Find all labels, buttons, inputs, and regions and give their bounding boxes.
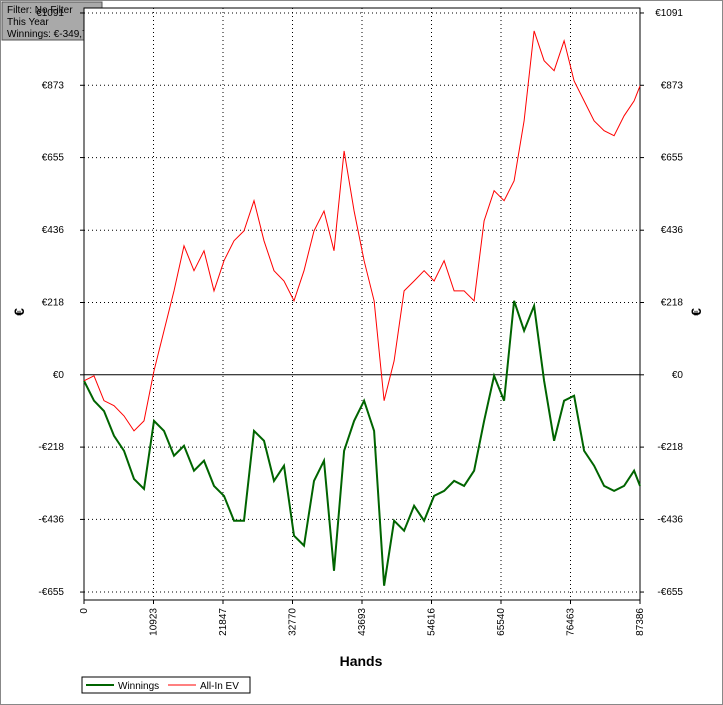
y2-tick-label: €873 (661, 80, 684, 91)
y-tick-label: €218 (42, 298, 65, 309)
legend-label: All-In EV (200, 681, 239, 692)
legend (81, 676, 251, 694)
y2-tick-label: €655 (661, 153, 684, 164)
y2-tick-label: €1091 (655, 8, 683, 19)
info-line: This Year (7, 17, 49, 28)
y-tick-label: -€655 (38, 587, 64, 598)
series-line (83, 30, 641, 432)
y2-axis-label: € (688, 308, 704, 316)
legend-label: Winnings (118, 681, 159, 692)
y-tick-label: €655 (42, 153, 65, 164)
x-tick-label: 10923 (148, 608, 159, 636)
y2-tick-label: -€218 (657, 442, 683, 453)
x-tick-label: 87386 (635, 608, 646, 636)
x-tick-label: 76463 (566, 608, 577, 636)
x-tick-label: 54616 (426, 608, 437, 636)
x-tick-label: 65540 (496, 608, 507, 636)
info-line: Winnings: €-349,71 (7, 29, 94, 40)
series-line (83, 300, 641, 586)
y-axis-label: € (11, 308, 27, 316)
y-tick-label: €1091 (36, 8, 64, 19)
info-line: Filter: No Filter (7, 5, 73, 16)
y2-tick-label: €436 (661, 225, 684, 236)
x-axis-label: Hands (340, 653, 383, 669)
y2-tick-label: €0 (672, 370, 684, 381)
x-tick-label: 21847 (218, 608, 229, 636)
x-tick-label: 32770 (288, 608, 299, 636)
y-tick-label: €873 (42, 80, 65, 91)
y2-tick-label: -€436 (657, 514, 683, 525)
y2-tick-label: €218 (661, 298, 684, 309)
y-tick-label: -€218 (38, 442, 64, 453)
y-tick-label: €0 (53, 370, 65, 381)
x-tick-label: 0 (79, 608, 90, 614)
x-tick-label: 43693 (357, 608, 368, 636)
y-tick-label: €436 (42, 225, 65, 236)
y2-tick-label: -€655 (657, 587, 683, 598)
y-tick-label: -€436 (38, 514, 64, 525)
